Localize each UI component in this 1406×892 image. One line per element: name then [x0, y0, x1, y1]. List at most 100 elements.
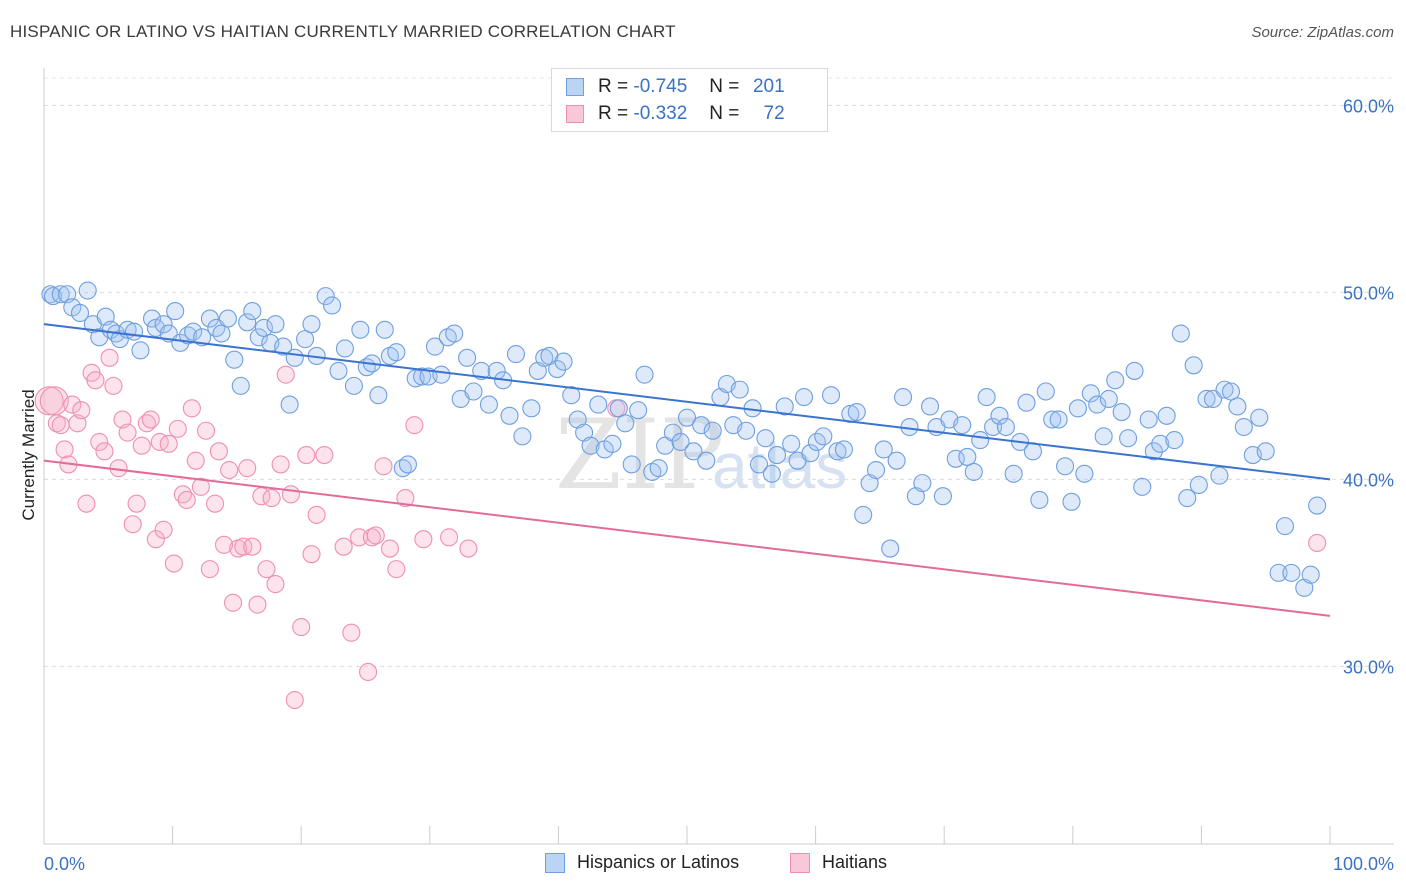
point-hispanic — [254, 318, 273, 337]
point-hispanic — [1144, 442, 1163, 461]
point-hispanic — [225, 350, 244, 369]
trend-lines — [43, 323, 1331, 617]
point-hispanic — [231, 376, 250, 395]
point-hispanic — [154, 315, 173, 334]
point-haitian — [104, 376, 123, 395]
point-hispanic — [285, 348, 304, 367]
point-hispanic — [323, 296, 342, 315]
point-hispanic — [124, 322, 144, 341]
point-haitian — [164, 554, 183, 573]
legend-swatch-hispanic — [566, 78, 584, 96]
point-hispanic — [506, 345, 526, 364]
point-hispanic — [1133, 477, 1152, 496]
point-hispanic — [589, 395, 608, 414]
point-haitian — [276, 365, 295, 384]
point-hispanic — [78, 281, 97, 300]
point-hispanic — [1004, 464, 1023, 483]
point-hispanic — [814, 427, 833, 446]
point-haitian — [146, 530, 165, 549]
point-hispanic — [635, 365, 654, 384]
point-hispanic — [1023, 442, 1042, 461]
point-hispanic — [887, 451, 906, 470]
point-haitian — [262, 489, 281, 508]
point-hispanic — [171, 333, 190, 352]
point-hispanic — [425, 337, 444, 356]
point-haitian — [281, 485, 300, 504]
point-hispanic — [1043, 410, 1062, 429]
legend-n-value: 72 — [763, 103, 785, 124]
point-haitian — [292, 618, 311, 637]
point-hispanic — [677, 408, 697, 427]
point-hispanic — [984, 417, 1003, 437]
point-hispanic — [351, 320, 370, 339]
point-haitian — [297, 446, 316, 465]
point-hispanic — [866, 460, 886, 480]
point-hispanic — [684, 442, 703, 461]
point-haitian — [141, 410, 160, 429]
bottom-legend-label-hispanic: Hispanics or Latinos — [577, 852, 740, 872]
point-hispanic — [953, 416, 972, 435]
point-hispanic — [1139, 410, 1158, 429]
point-hispanic — [775, 397, 794, 416]
point-haitian — [414, 530, 433, 549]
point-hispanic — [663, 423, 682, 442]
point-hispanic — [296, 330, 315, 349]
point-haitian — [86, 371, 105, 390]
point-hispanic — [387, 343, 406, 362]
legend-n-label: N = — [709, 76, 740, 97]
point-haitian — [63, 395, 82, 414]
point-hispanic — [1068, 399, 1087, 418]
point-hispanic — [51, 285, 70, 304]
legend-swatch-haitian — [566, 105, 584, 123]
point-hispanic — [933, 487, 952, 506]
point-hispanic — [996, 417, 1015, 437]
point-haitian — [55, 440, 74, 459]
point-haitian — [196, 421, 216, 440]
point-haitian — [132, 436, 151, 455]
point-hispanic — [142, 309, 162, 328]
point-haitian — [342, 623, 361, 642]
point-hispanic — [1269, 563, 1288, 582]
point-hispanic — [616, 414, 635, 433]
point-hispanic — [329, 361, 348, 380]
point-haitian — [51, 416, 70, 435]
trend-line-haitian — [43, 459, 1331, 617]
point-hispanic — [860, 474, 879, 493]
point-hispanic — [1017, 393, 1036, 412]
point-hispanic — [528, 361, 547, 380]
point-hispanic — [1171, 324, 1190, 343]
point-haitian — [285, 690, 304, 710]
point-hispanic — [854, 505, 873, 524]
point-hispanic — [1036, 382, 1055, 401]
point-hispanic — [1221, 382, 1241, 401]
point-hispanic — [1295, 578, 1314, 597]
point-hispanic — [603, 434, 622, 453]
point-hispanic — [1157, 406, 1176, 425]
point-hispanic — [344, 376, 363, 395]
point-haitian — [209, 442, 228, 461]
y-tick-label: 30.0% — [1343, 657, 1394, 677]
point-hispanic — [762, 464, 781, 483]
point-hispanic — [522, 399, 541, 418]
axes — [43, 68, 1394, 845]
point-haitian — [238, 459, 257, 478]
point-hispanic — [749, 455, 769, 474]
bottom-legend-haitian: Haitians — [790, 852, 887, 873]
point-haitian — [214, 535, 234, 554]
point-haitian — [159, 434, 178, 453]
point-hispanic — [1099, 389, 1118, 409]
point-haitian — [77, 494, 96, 513]
point-hispanic — [756, 429, 775, 448]
point-haitian — [200, 560, 219, 579]
legend-n-label: N = — [709, 103, 740, 124]
point-haitian — [459, 539, 478, 558]
bottom-legend-label-haitian: Haitians — [822, 852, 888, 872]
point-haitian — [396, 489, 415, 508]
point-hispanic — [893, 388, 913, 407]
point-haitian — [271, 455, 290, 474]
point-haitian — [307, 505, 326, 524]
point-haitian — [359, 662, 378, 682]
point-hispanic — [782, 434, 801, 453]
point-hispanic — [977, 388, 996, 407]
